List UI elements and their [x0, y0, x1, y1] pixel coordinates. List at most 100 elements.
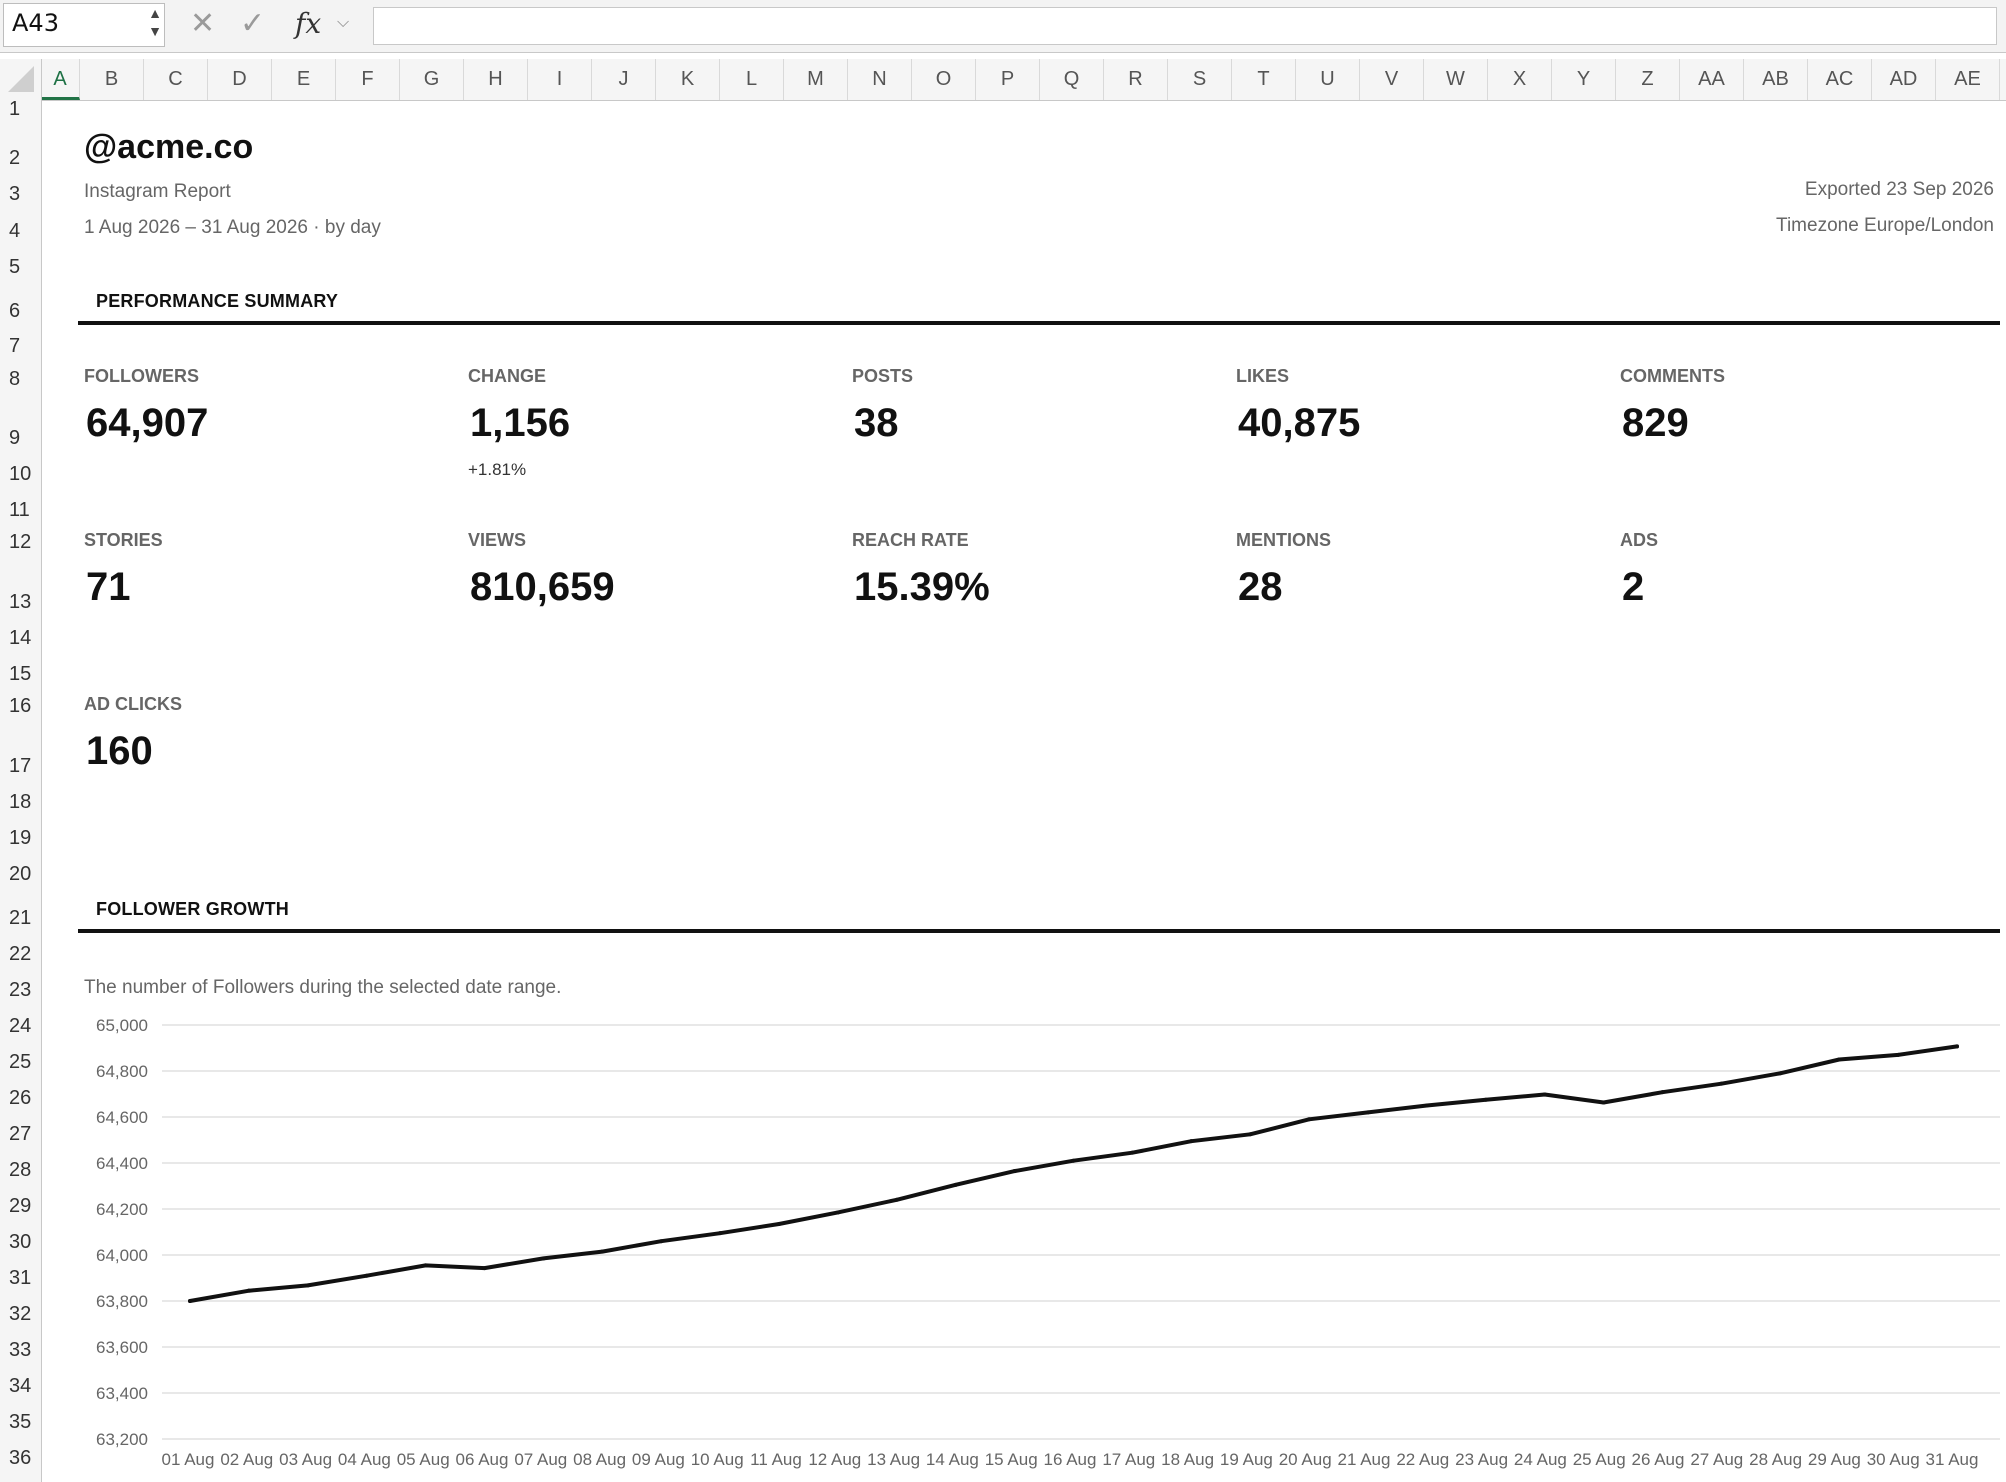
x-tick-label: 04 Aug: [338, 1450, 391, 1469]
x-tick-label: 26 Aug: [1632, 1450, 1685, 1469]
column-header-ac[interactable]: AC: [1808, 59, 1872, 100]
column-header-m[interactable]: M: [784, 59, 848, 100]
column-header-t[interactable]: T: [1232, 59, 1296, 100]
x-tick-label: 28 Aug: [1749, 1450, 1802, 1469]
row-header-30[interactable]: 30: [9, 1231, 32, 1253]
y-tick-label: 63,200: [96, 1430, 148, 1449]
column-header-c[interactable]: C: [144, 59, 208, 100]
row-header-26[interactable]: 26: [9, 1087, 32, 1109]
timezone: Timezone Europe/London: [1776, 215, 1994, 236]
name-box-spinner-icon[interactable]: ▲ ▼: [148, 5, 162, 39]
column-header-w[interactable]: W: [1424, 59, 1488, 100]
row-header-27[interactable]: 27: [9, 1123, 32, 1145]
name-box[interactable]: [3, 3, 165, 47]
data-point: [1366, 1110, 1370, 1115]
column-header-r[interactable]: R: [1104, 59, 1168, 100]
row-header-22[interactable]: 22: [9, 943, 32, 965]
row-header-9[interactable]: 9: [9, 427, 21, 449]
column-header-o[interactable]: O: [912, 59, 976, 100]
data-point: [1660, 1090, 1665, 1095]
data-point: [364, 1273, 369, 1278]
row-header-4[interactable]: 4: [9, 220, 21, 242]
column-header-s[interactable]: S: [1168, 59, 1232, 100]
row-header-17[interactable]: 17: [9, 755, 32, 777]
column-header-ab[interactable]: AB: [1744, 59, 1808, 100]
series-line-followers: [188, 1044, 1959, 1303]
data-point: [423, 1263, 428, 1268]
column-header-l[interactable]: L: [720, 59, 784, 100]
column-header-a[interactable]: A: [41, 59, 80, 100]
row-header-2[interactable]: 2: [9, 147, 21, 169]
row-header-32[interactable]: 32: [9, 1303, 32, 1325]
row-header-6[interactable]: 6: [9, 300, 21, 322]
column-header-u[interactable]: U: [1296, 59, 1360, 100]
column-header-i[interactable]: I: [528, 59, 592, 100]
row-header-18[interactable]: 18: [9, 791, 32, 813]
row-header-1[interactable]: 1: [9, 98, 21, 120]
row-header-34[interactable]: 34: [9, 1375, 32, 1397]
column-header-e[interactable]: E: [272, 59, 336, 100]
column-header-d[interactable]: D: [208, 59, 272, 100]
row-header-14[interactable]: 14: [9, 627, 32, 649]
cross-icon[interactable]: ✕: [190, 7, 216, 40]
row-header-15[interactable]: 15: [9, 663, 32, 685]
column-header-ae[interactable]: AE: [1936, 59, 2000, 100]
kpi-value-stories: 71: [86, 565, 131, 609]
section-divider: [78, 321, 2000, 325]
kpi-label-change: CHANGE: [468, 366, 547, 386]
row-header-31[interactable]: 31: [9, 1267, 32, 1289]
report-date-range: 1 Aug 2026 – 31 Aug 2026 · by day: [84, 217, 381, 238]
column-header-q[interactable]: Q: [1040, 59, 1104, 100]
x-tick-label: 24 Aug: [1514, 1450, 1567, 1469]
data-point: [1837, 1057, 1842, 1062]
x-tick-label: 29 Aug: [1808, 1450, 1861, 1469]
x-tick-label: 14 Aug: [926, 1450, 979, 1469]
row-header-8[interactable]: 8: [9, 368, 21, 390]
column-header-p[interactable]: P: [976, 59, 1040, 100]
column-header-v[interactable]: V: [1360, 59, 1424, 100]
row-header-35[interactable]: 35: [9, 1411, 32, 1433]
data-point: [894, 1197, 899, 1202]
row-header-29[interactable]: 29: [9, 1195, 32, 1217]
row-header-10[interactable]: 10: [9, 463, 32, 485]
row-header-20[interactable]: 20: [9, 863, 32, 885]
row-header-3[interactable]: 3: [9, 183, 21, 205]
row-header-21[interactable]: 21: [9, 907, 32, 929]
column-header-y[interactable]: Y: [1552, 59, 1616, 100]
column-header-h[interactable]: H: [464, 59, 528, 100]
row-header-24[interactable]: 24: [9, 1015, 32, 1037]
check-icon[interactable]: ✓: [240, 7, 266, 40]
column-header-f[interactable]: F: [336, 59, 400, 100]
row-header-16[interactable]: 16: [9, 695, 32, 717]
x-tick-label: 21 Aug: [1338, 1450, 1391, 1469]
row-header-23[interactable]: 23: [9, 979, 32, 1001]
x-tick-label: 15 Aug: [985, 1450, 1038, 1469]
column-header-aa[interactable]: AA: [1680, 59, 1744, 100]
column-header-n[interactable]: N: [848, 59, 912, 100]
row-header-7[interactable]: 7: [9, 335, 21, 357]
data-point: [1955, 1044, 1959, 1049]
x-tick-label: 05 Aug: [397, 1450, 450, 1469]
row-header-12[interactable]: 12: [9, 531, 32, 553]
row-header-19[interactable]: 19: [9, 827, 32, 849]
column-header-b[interactable]: B: [80, 59, 144, 100]
chevron-down-icon[interactable]: ⌵: [337, 14, 350, 31]
x-tick-label: 19 Aug: [1220, 1450, 1273, 1469]
column-header-k[interactable]: K: [656, 59, 720, 100]
row-header-25[interactable]: 25: [9, 1051, 32, 1073]
data-point: [1130, 1150, 1135, 1155]
row-header-5[interactable]: 5: [9, 256, 21, 278]
column-header-ad[interactable]: AD: [1872, 59, 1936, 100]
column-header-j[interactable]: J: [592, 59, 656, 100]
row-header-11[interactable]: 11: [9, 499, 30, 521]
formula-input[interactable]: [373, 7, 1997, 45]
column-header-x[interactable]: X: [1488, 59, 1552, 100]
row-header-33[interactable]: 33: [9, 1339, 32, 1361]
column-header-g[interactable]: G: [400, 59, 464, 100]
column-header-z[interactable]: Z: [1616, 59, 1680, 100]
row-header-28[interactable]: 28: [9, 1159, 32, 1181]
fx-icon[interactable]: fx: [295, 7, 322, 40]
kpi-label-ads: ADS: [1620, 530, 1659, 550]
row-header-36[interactable]: 36: [9, 1447, 32, 1469]
row-header-13[interactable]: 13: [9, 591, 32, 613]
